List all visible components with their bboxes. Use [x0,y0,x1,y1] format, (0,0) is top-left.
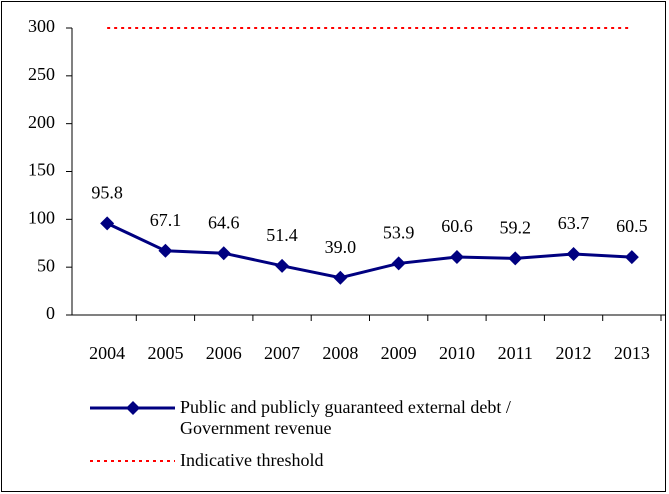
legend-label: Indicative threshold [180,450,324,470]
y-tick-label: 0 [46,303,55,323]
marker [449,250,464,265]
y-tick-label: 50 [37,255,55,275]
legend-label: Public and publicly guaranteed external … [180,397,511,438]
x-tick-label: 2013 [614,343,650,363]
x-tick-label: 2006 [206,343,242,363]
data-label: 53.9 [383,223,415,243]
marker [391,256,406,271]
data-label: 39.0 [325,237,357,257]
x-tick-label: 2007 [264,343,300,363]
data-label: 60.5 [616,216,648,236]
data-label: 67.1 [150,210,182,230]
y-tick-label: 250 [28,64,55,84]
marker [508,251,523,266]
y-tick-label: 150 [28,160,55,180]
x-tick-label: 2009 [381,343,417,363]
x-tick-label: 2005 [147,343,183,363]
y-tick-label: 300 [28,16,55,36]
x-tick-label: 2010 [439,343,475,363]
series-line [106,221,632,280]
x-tick-label: 2004 [89,343,125,363]
data-label: 64.6 [208,212,240,232]
marker [275,258,290,273]
data-label: 63.7 [558,213,590,233]
x-tick-label: 2012 [556,343,592,363]
marker [333,270,348,285]
x-tick-label: 2011 [498,343,533,363]
data-label: 95.8 [91,182,123,202]
marker [100,216,115,231]
y-tick-label: 100 [28,207,55,227]
legend-marker [126,401,140,415]
data-label: 60.6 [441,216,473,236]
data-label: 51.4 [266,225,298,245]
marker [566,247,581,262]
marker [624,250,639,265]
marker [216,246,231,261]
y-tick-label: 200 [28,112,55,132]
marker [158,243,173,258]
data-label: 59.2 [500,217,532,237]
x-tick-label: 2008 [322,343,358,363]
